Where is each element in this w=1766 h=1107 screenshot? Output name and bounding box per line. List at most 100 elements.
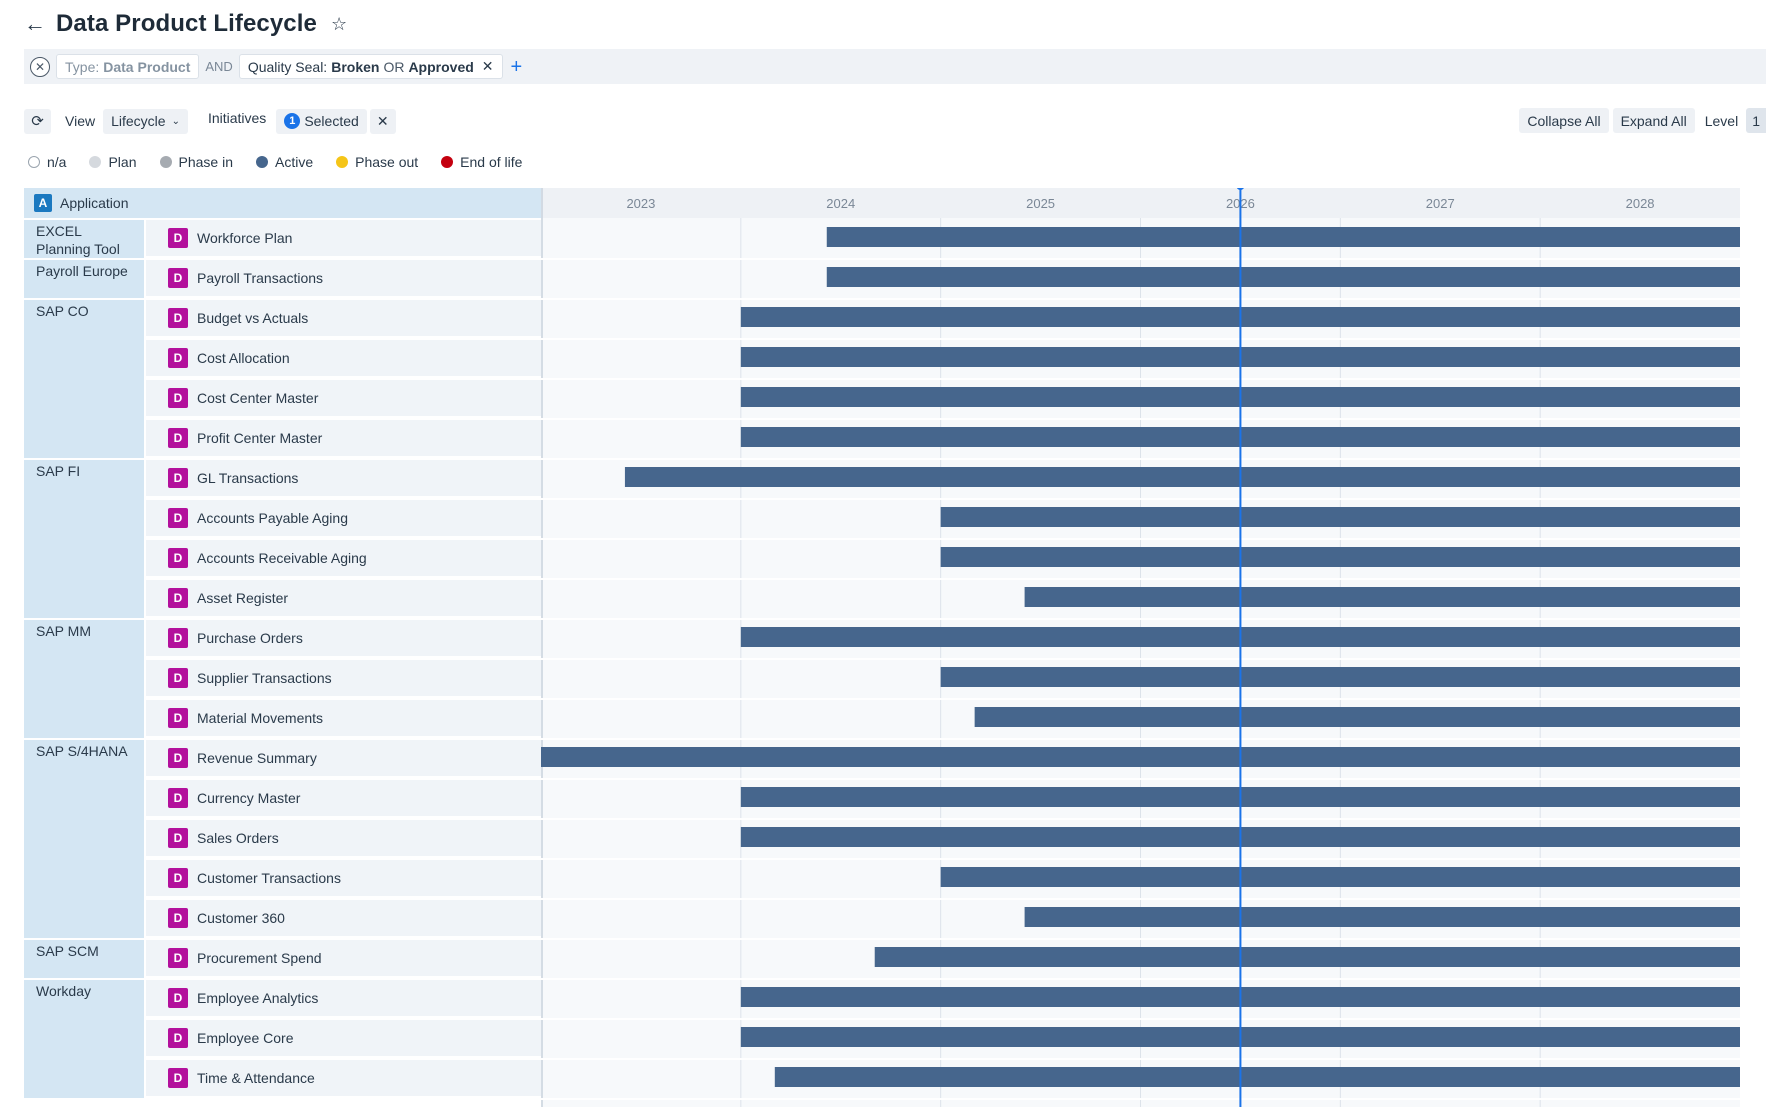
data-product-type-badge: D [168,988,188,1008]
year-tick-label: 2028 [1626,196,1655,211]
application-group-cell[interactable]: SAP CO [24,300,144,460]
expand-all-button[interactable]: Expand All [1612,108,1695,133]
application-group-cell[interactable]: Workday [24,980,144,1100]
filter-chip-type[interactable]: Type: Data Product [56,54,200,79]
close-icon: ✕ [376,112,389,129]
data-product-type-badge: D [168,868,188,888]
data-product-type-badge: D [168,628,188,648]
initiatives-selected-pill[interactable]: 1 Selected [276,108,367,134]
data-product-row[interactable]: D GL Transactions [146,460,541,498]
add-filter-icon[interactable]: + [510,55,523,78]
filter-chip-key: Type: [65,58,100,75]
data-product-row[interactable]: D Purchase Orders [146,620,541,658]
lifecycle-bar-active[interactable] [1024,587,1740,607]
data-product-type-badge: D [168,308,188,328]
data-product-row[interactable]: D Employee Analytics [146,980,541,1018]
application-group-cell[interactable]: SAP FI [24,460,144,620]
lifecycle-bar-active[interactable] [974,707,1740,727]
data-product-row[interactable]: D Budget vs Actuals [146,300,541,338]
lifecycle-bar-active[interactable] [874,947,1740,967]
data-product-row[interactable]: D Supplier Transactions [146,660,541,698]
lifecycle-bar-active[interactable] [940,547,1740,567]
legend-item[interactable]: End of life [441,154,522,170]
data-product-name: Asset Register [197,590,289,606]
selected-label: Selected [304,113,359,129]
data-product-type-badge: D [168,1028,188,1048]
clear-filters-icon[interactable]: ✕ [30,56,50,77]
year-tick-label: 2027 [1426,196,1455,211]
back-arrow-icon[interactable]: ← [24,11,46,36]
data-product-row[interactable]: D Cost Allocation [146,340,541,378]
data-product-row[interactable]: D Revenue Summary [146,740,541,778]
timeline-header-background [541,188,1740,218]
data-product-name: Purchase Orders [197,630,303,646]
chevron-down-icon: ⌄ [171,115,180,127]
lifecycle-bar-active[interactable] [826,267,1740,287]
data-product-name: GL Transactions [197,470,299,486]
data-product-row[interactable]: D Accounts Receivable Aging [146,540,541,578]
collapse-all-button[interactable]: Collapse All [1519,108,1609,133]
clear-initiatives-button[interactable]: ✕ [369,108,396,134]
filter-join-label: AND [205,59,233,74]
data-product-type-badge: D [168,908,188,928]
legend-item[interactable]: Phase in [159,154,233,170]
filter-chip-quality-seal[interactable]: Quality Seal: Broken OR Approved ✕ [238,54,503,79]
lifecycle-bar-active[interactable] [940,507,1740,527]
data-product-row[interactable]: D Time & Attendance [146,1060,541,1098]
data-product-row[interactable]: D Profit Center Master [146,420,541,458]
toolbar: ⟳ View Lifecycle ⌄ Initiatives 1 Selecte… [24,108,1766,134]
lifecycle-bar-active[interactable] [774,1067,1740,1087]
favorite-star-icon[interactable]: ☆ [330,13,348,34]
status-legend: n/a Plan Phase in Active Phase out End of lif… [28,154,545,170]
data-product-name: Payroll Transactions [197,270,324,286]
data-product-name: Sales Orders [197,830,279,846]
initiatives-label[interactable]: Initiatives [201,108,273,134]
application-group-cell[interactable]: SAP SCM [24,940,144,980]
legend-dot-icon [441,156,454,168]
lifecycle-bar-active[interactable] [1024,907,1740,927]
legend-item[interactable]: n/a [28,154,66,170]
lifecycle-bar-active[interactable] [624,467,1740,487]
data-product-row[interactable]: D Payroll Transactions [146,260,541,298]
page-title: Data Product Lifecycle [56,10,317,37]
legend-item[interactable]: Phase out [336,154,418,170]
lifecycle-bar-active[interactable] [940,667,1740,687]
data-product-row[interactable]: D Procurement Spend [146,940,541,978]
view-select-value: Lifecycle [111,113,166,129]
lifecycle-bar-active[interactable] [940,867,1740,887]
lifecycle-bar-active[interactable] [541,747,1740,767]
data-product-row[interactable]: D Employee Core [146,1020,541,1058]
application-column-header[interactable]: A Application [24,188,541,218]
data-product-row[interactable]: D Sales Orders [146,820,541,858]
legend-item[interactable]: Active [255,154,313,170]
timeline: 202320242025202620272028 [541,188,1740,1107]
data-product-row[interactable]: D Customer 360 [146,900,541,938]
application-group-cell[interactable]: EXCEL Planning Tool [24,220,144,260]
data-product-row[interactable]: D Cost Center Master [146,380,541,418]
data-product-row[interactable]: D Accounts Payable Aging [146,500,541,538]
year-tick-label: 2023 [626,196,655,211]
close-icon[interactable]: ✕ [481,58,494,74]
application-group-cell[interactable]: SAP MM [24,620,144,740]
data-product-row[interactable]: D Currency Master [146,780,541,818]
data-product-name: Cost Center Master [197,390,319,406]
level-select[interactable]: 1 [1746,108,1766,133]
data-product-row[interactable]: D Customer Transactions [146,860,541,898]
data-product-type-badge: D [168,788,188,808]
data-product-type-badge: D [168,428,188,448]
view-label: View [65,113,96,129]
application-group-cell[interactable]: Payroll Europe [24,260,144,300]
data-product-row[interactable]: D Material Movements [146,700,541,738]
application-group-cell[interactable]: SAP S/4HANA [24,740,144,940]
refresh-button[interactable]: ⟳ [24,108,51,134]
data-product-name: Workforce Plan [197,230,293,246]
legend-item[interactable]: Plan [89,154,137,170]
year-tick-label: 2025 [1026,196,1055,211]
data-product-type-badge: D [168,228,188,248]
data-product-row[interactable]: D Workforce Plan [146,220,541,258]
refresh-icon: ⟳ [31,113,44,130]
lifecycle-bar-active[interactable] [826,227,1740,247]
view-select[interactable]: Lifecycle ⌄ [103,108,188,134]
data-product-row[interactable]: D Asset Register [146,580,541,618]
data-product-type-badge: D [168,468,188,488]
